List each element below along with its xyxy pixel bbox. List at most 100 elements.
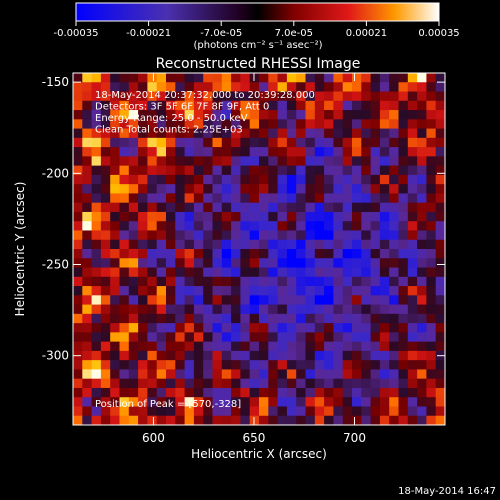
- heatmap-cell: [342, 239, 353, 250]
- heatmap-cell: [138, 230, 148, 241]
- heatmap-cell: [91, 415, 102, 426]
- heatmap-cell: [128, 341, 139, 352]
- heatmap-cell: [240, 387, 251, 398]
- heatmap-cell: [193, 323, 204, 333]
- heatmap-cell: [370, 174, 381, 185]
- heatmap-cell: [435, 119, 446, 129]
- heatmap-cell: [110, 276, 120, 287]
- heatmap-cell: [175, 211, 185, 222]
- heatmap-cell: [91, 258, 102, 268]
- heatmap-cell: [221, 267, 232, 278]
- heatmap-cell: [82, 221, 92, 231]
- heatmap-cell: [119, 360, 130, 370]
- heatmap-cell: [73, 193, 83, 204]
- heatmap-cell: [305, 406, 316, 417]
- heatmap-cell: [193, 286, 204, 296]
- heatmap-cell: [82, 295, 92, 305]
- heatmap-cell: [166, 313, 176, 324]
- colorbar-ticks: -0.00035 -0.00021 -7.0e-05 7.0e-05 0.00021 0.…: [54, 21, 460, 39]
- heatmap-cell: [203, 267, 213, 278]
- heatmap-cell: [361, 369, 371, 380]
- heatmap-cell: [100, 100, 111, 111]
- heatmap-cell: [407, 341, 418, 352]
- heatmap-cell: [166, 239, 176, 250]
- heatmap-cell: [138, 174, 148, 185]
- heatmap-cell: [212, 211, 223, 222]
- heatmap-cell: [184, 128, 195, 139]
- heatmap-cell: [166, 323, 176, 333]
- heatmap-cell: [147, 221, 158, 231]
- heatmap-cell: [314, 202, 325, 213]
- heatmap-cell: [398, 276, 409, 287]
- heatmap-cell: [426, 406, 437, 417]
- heatmap-cell: [221, 110, 232, 120]
- heatmap-cell: [259, 193, 269, 204]
- heatmap-cell: [212, 128, 223, 139]
- heatmap-cell: [417, 156, 427, 167]
- heatmap-cell: [91, 406, 102, 417]
- heatmap-cell: [91, 230, 102, 241]
- heatmap-cell: [286, 221, 297, 231]
- heatmap-cell: [342, 119, 353, 129]
- heatmap-cell: [231, 341, 241, 352]
- heatmap-cell: [277, 147, 288, 157]
- heatmap-cell: [193, 406, 204, 417]
- heatmap-cell: [203, 304, 213, 315]
- heatmap-cell: [128, 100, 139, 111]
- heatmap-cell: [147, 415, 158, 426]
- heatmap-cell: [221, 313, 232, 324]
- heatmap-cell: [249, 73, 260, 83]
- heatmap-cell: [314, 174, 325, 185]
- x-tick-label: 700: [343, 431, 366, 445]
- heatmap-cell: [296, 397, 306, 407]
- heatmap-cell: [221, 184, 232, 194]
- heatmap-cell: [361, 406, 371, 417]
- heatmap-cell: [398, 267, 409, 278]
- heatmap-cell: [407, 221, 418, 231]
- heatmap-cell: [398, 221, 409, 231]
- heatmap-cell: [166, 304, 176, 315]
- heatmap-cell: [110, 267, 120, 278]
- heatmap-cell: [110, 360, 120, 370]
- heatmap-cell: [175, 387, 185, 398]
- heatmap-cell: [184, 406, 195, 417]
- heatmap-cell: [379, 73, 390, 83]
- heatmap-cell: [119, 110, 130, 120]
- heatmap-cell: [231, 369, 241, 380]
- heatmap-cell: [352, 82, 362, 92]
- heatmap-cell: [212, 295, 223, 305]
- heatmap-cell: [156, 73, 167, 83]
- heatmap-cell: [91, 119, 102, 129]
- heatmap-cell: [193, 165, 204, 176]
- heatmap-cell: [370, 100, 381, 111]
- heatmap-cell: [324, 119, 334, 129]
- heatmap-cell: [110, 119, 120, 129]
- heatmap-cell: [166, 286, 176, 296]
- heatmap-cell: [389, 267, 399, 278]
- heatmap-cell: [91, 276, 102, 287]
- heatmap-cell: [407, 332, 418, 343]
- heatmap-cell: [212, 221, 223, 231]
- heatmap-cell: [175, 174, 185, 185]
- heatmap-cell: [73, 267, 83, 278]
- heatmap-cell: [82, 286, 92, 296]
- heatmap-cell: [314, 128, 325, 139]
- heatmap-cell: [156, 341, 167, 352]
- heatmap-cell: [324, 286, 334, 296]
- heatmap-cell: [352, 193, 362, 204]
- heatmap-cell: [240, 211, 251, 222]
- heatmap-cell: [324, 258, 334, 268]
- heatmap-cell: [221, 211, 232, 222]
- heatmap-cell: [407, 128, 418, 139]
- heatmap-cell: [91, 341, 102, 352]
- y-tick-label: -200: [42, 166, 69, 180]
- heatmap-cell: [407, 267, 418, 278]
- heatmap-cell: [389, 91, 399, 102]
- heatmap-cell: [370, 323, 381, 333]
- heatmap-cell: [426, 286, 437, 296]
- heatmap-cell: [203, 73, 213, 83]
- footer-timestamp: 18-May-2014 16:47: [398, 486, 496, 497]
- heatmap-cell: [231, 332, 241, 343]
- heatmap-cell: [379, 341, 390, 352]
- heatmap-cell: [370, 360, 381, 370]
